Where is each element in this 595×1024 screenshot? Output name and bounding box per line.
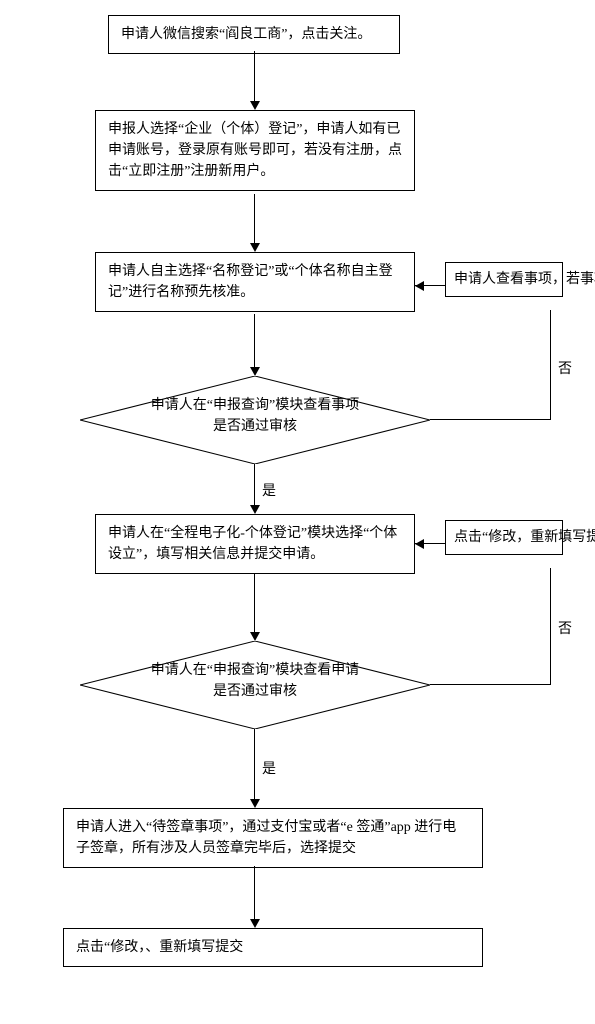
arrow-head	[250, 919, 260, 928]
node-text: 申请人微信搜索“阎良工商”，点击关注。	[121, 27, 371, 42]
decision-check-name	[80, 376, 430, 464]
arrow-head	[250, 367, 260, 376]
process-search-wechat: 申请人微信搜索“阎良工商”，点击关注。	[108, 15, 400, 54]
edge-vertical	[254, 729, 255, 799]
edge-vertical	[254, 866, 255, 919]
arrow-head	[415, 539, 424, 549]
node-text: 申请人在“全程电子化-个体登记”模块选择“个体设立”，填写相关信息并提交申请。	[108, 526, 397, 562]
arrow-head	[415, 281, 424, 291]
edge-vertical	[254, 314, 255, 367]
arrow-head	[250, 632, 260, 641]
edge-vertical	[550, 310, 551, 420]
label-yes: 是	[262, 480, 276, 500]
edge-vertical	[254, 574, 255, 632]
process-name-register: 申请人自主选择“名称登记”或“个体名称自主登记”进行名称预先核准。	[95, 252, 415, 312]
edge-horizontal	[430, 684, 550, 685]
arrow-head	[250, 243, 260, 252]
process-select-register: 申报人选择“企业（个体）登记”，申请人如有已申请账号，登录原有账号即可，若没有注…	[95, 110, 415, 191]
edge-vertical	[550, 568, 551, 685]
process-collect-license: 点击“修改，、重新填写提交	[63, 928, 483, 967]
edge-vertical	[254, 51, 255, 101]
node-text: 申请人自主选择“名称登记”或“个体名称自主登记”进行名称预先核准。	[108, 264, 393, 300]
process-modify-2: 点击“修改，重新填写提交	[445, 520, 563, 555]
node-text: 申报人选择“企业（个体）登记”，申请人如有已申请账号，登录原有账号即可，若没有注…	[108, 122, 402, 179]
label-no: 否	[558, 358, 572, 378]
process-individual-setup: 申请人在“全程电子化-个体登记”模块选择“个体设立”，填写相关信息并提交申请。	[95, 514, 415, 574]
edge-vertical	[254, 194, 255, 243]
label-yes: 是	[262, 758, 276, 778]
edge-vertical	[254, 464, 255, 505]
node-text: 申请人查看事项，若事项“已办结”，经营者或委托代理人即可前往工商部门领取营业执照…	[454, 272, 595, 287]
label-no: 否	[558, 618, 572, 638]
arrow-head	[250, 101, 260, 110]
decision-check-application	[80, 641, 430, 729]
process-modify-1: 申请人查看事项，若事项“已办结”，经营者或委托代理人即可前往工商部门领取营业执照…	[445, 262, 563, 297]
arrow-head	[250, 799, 260, 808]
process-e-sign: 申请人进入“待签章事项”，通过支付宝或者“e 签通”app 进行电子签章，所有涉…	[63, 808, 483, 868]
node-text: 点击“修改，、重新填写提交	[76, 940, 243, 955]
node-text: 点击“修改，重新填写提交	[454, 530, 595, 545]
edge-horizontal	[430, 419, 550, 420]
node-text: 申请人进入“待签章事项”，通过支付宝或者“e 签通”app 进行电子签章，所有涉…	[76, 820, 456, 856]
flowchart-container: 申请人微信搜索“阎良工商”，点击关注。 申报人选择“企业（个体）登记”，申请人如…	[0, 0, 595, 1024]
arrow-head	[250, 505, 260, 514]
